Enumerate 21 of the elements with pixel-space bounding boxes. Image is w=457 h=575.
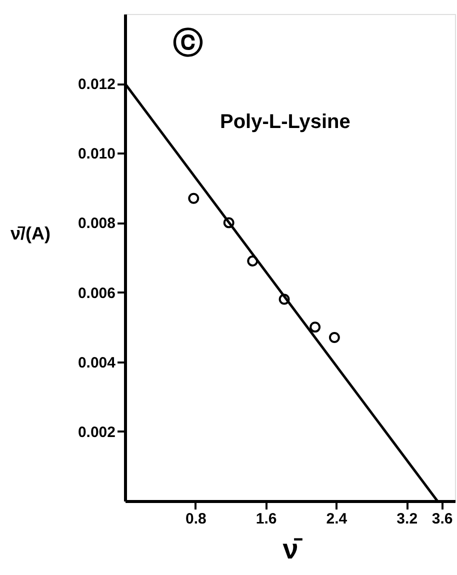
annotation: ⓒ — [173, 27, 203, 60]
y-tick-label: 0.006 — [78, 284, 116, 302]
point — [310, 322, 321, 333]
point — [247, 256, 258, 266]
point — [223, 217, 234, 228]
x-tick-label: 3.2 — [396, 510, 418, 528]
x-tick-label: 0.8 — [185, 510, 206, 528]
x-tick-label: 2.4 — [326, 510, 348, 528]
y-tick-label: 0.004 — [78, 354, 116, 372]
x-tick-label: 1.6 — [256, 510, 277, 528]
x-axis-title: ν̄ — [282, 534, 304, 564]
y-tick-label: 0.002 — [78, 424, 116, 441]
y-axis-title: ν̄/(A) — [10, 223, 51, 244]
y-tick-label: 0.008 — [78, 215, 116, 232]
point — [278, 294, 290, 305]
y-tick-label: 0.010 — [78, 146, 116, 163]
x-tick-label: 3.6 — [432, 510, 453, 528]
point — [188, 192, 200, 204]
point — [328, 332, 340, 343]
y-tick-label: 0.012 — [78, 76, 116, 94]
annotation: Poly-L-Lysine — [220, 111, 350, 133]
